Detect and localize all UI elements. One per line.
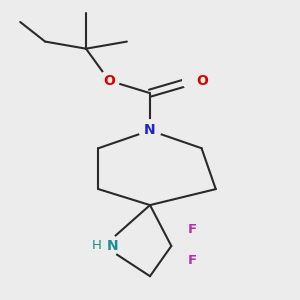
Circle shape bbox=[139, 120, 161, 141]
Text: N: N bbox=[144, 123, 156, 137]
Circle shape bbox=[99, 71, 119, 91]
Text: N: N bbox=[106, 239, 118, 253]
Text: F: F bbox=[187, 224, 196, 236]
Text: H: H bbox=[92, 239, 102, 253]
Text: O: O bbox=[196, 74, 208, 88]
Circle shape bbox=[90, 232, 118, 260]
Text: O: O bbox=[103, 74, 115, 88]
Text: F: F bbox=[187, 254, 196, 267]
Circle shape bbox=[183, 71, 202, 91]
